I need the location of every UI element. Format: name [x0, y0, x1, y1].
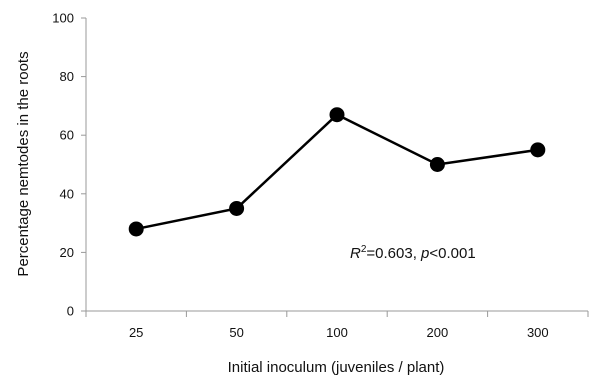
series-line — [135, 113, 538, 231]
y-tick-label: 20 — [60, 245, 74, 260]
data-point — [429, 157, 445, 172]
y-tick-label: 0 — [67, 304, 74, 319]
axes — [85, 18, 588, 312]
y-axis-ticks: 0 20 40 60 80 100 — [52, 11, 86, 319]
p-value: <0.001 — [429, 245, 475, 262]
x-tick-label: 25 — [129, 325, 143, 340]
y-axis-title: Percentage nemtodes in the roots — [15, 51, 32, 276]
data-point — [128, 221, 144, 237]
y-tick-label: 80 — [60, 69, 74, 84]
r-squared-symbol: R — [350, 245, 361, 262]
y-tick-label: 60 — [60, 128, 74, 143]
x-tick-label: 50 — [229, 325, 243, 340]
x-tick-label: 100 — [326, 325, 348, 340]
y-tick-label: 40 — [60, 186, 74, 201]
x-tick-label: 300 — [527, 325, 549, 340]
data-point — [329, 107, 345, 123]
stats-annotation: R2=0.603, p<0.001 — [350, 244, 476, 262]
data-point — [229, 200, 245, 216]
p-symbol: p — [420, 245, 429, 262]
x-tick-label: 200 — [427, 325, 449, 340]
series-group — [128, 107, 546, 237]
x-axis-title: Initial inoculum (juveniles / plant) — [228, 359, 445, 376]
data-point — [530, 142, 546, 158]
y-tick-label: 100 — [52, 11, 74, 26]
r-squared-value: =0.603, — [366, 245, 421, 262]
x-axis-ticks: 25 50 100 200 300 — [85, 311, 589, 340]
r-squared-exponent: 2 — [361, 244, 367, 255]
